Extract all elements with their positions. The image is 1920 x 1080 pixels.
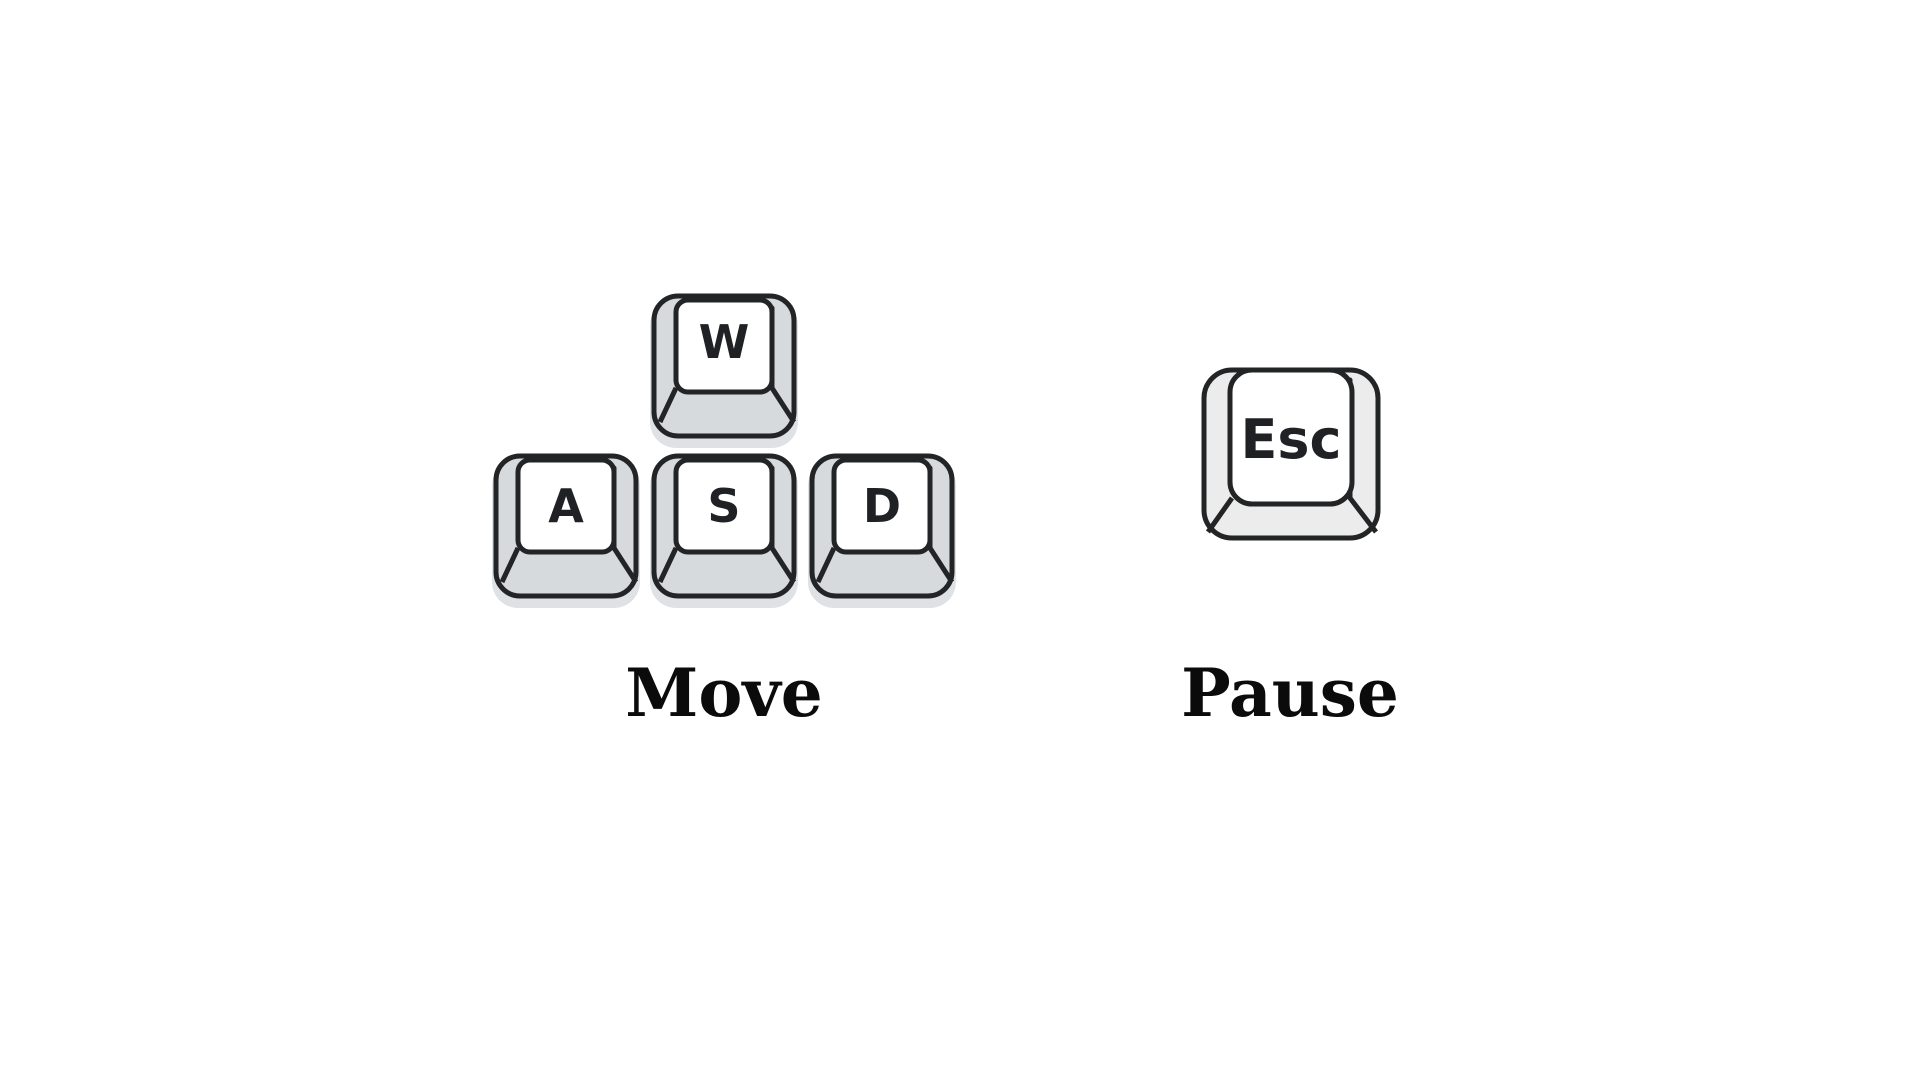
move-label: Move [625,654,823,732]
pause-label: Pause [1181,654,1399,732]
esc-key-icon: Esc [1201,367,1381,541]
s-key-icon: S [650,453,798,608]
esc-key-label: Esc [1240,408,1341,471]
d-key-label: D [863,479,901,533]
s-key-label: S [707,479,740,533]
a-key-icon: A [492,453,640,608]
a-key-label: A [548,479,584,533]
w-key-label: W [699,315,750,369]
d-key-icon: D [808,453,956,608]
pause-control-group: Pause [1140,660,1440,740]
w-key-icon: W [650,293,798,448]
